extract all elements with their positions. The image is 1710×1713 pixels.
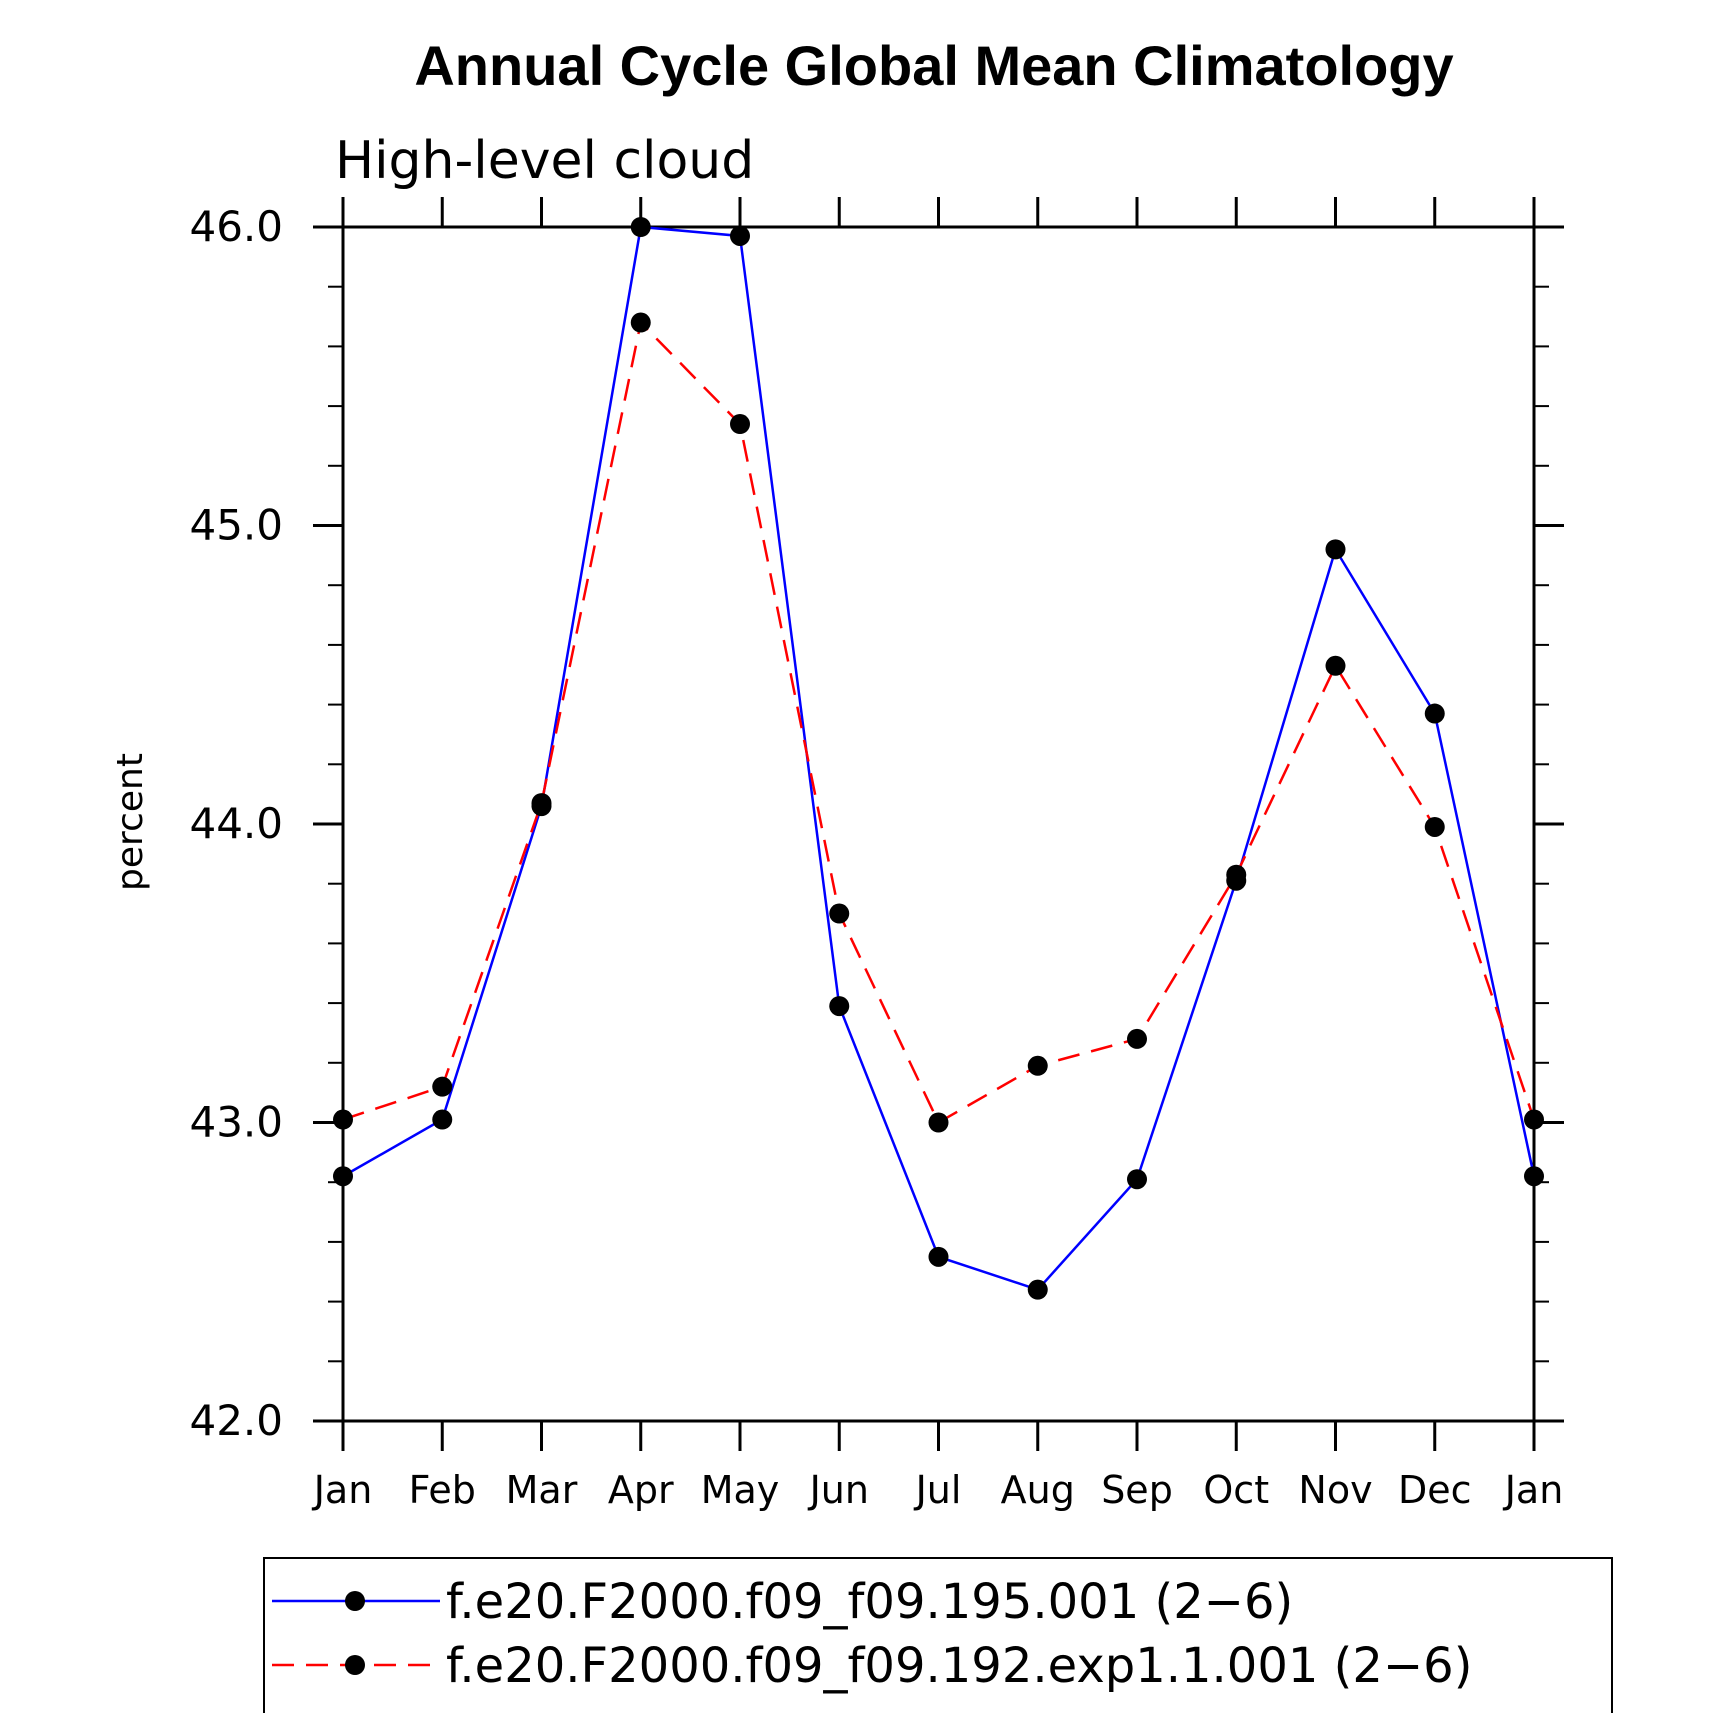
series-1-point	[1127, 1169, 1147, 1190]
series-2-point	[1424, 816, 1445, 837]
legend-label-1: f.e20.F2000.f09_f09.195.001 (2−6)	[446, 1574, 1293, 1630]
x-tick-label: Feb	[409, 1468, 476, 1512]
x-tick-label: Sep	[1101, 1468, 1173, 1512]
series-1-point	[1424, 703, 1445, 724]
series-2-point	[1524, 1109, 1544, 1130]
y-tick-label: 44.0	[189, 799, 283, 848]
series-2-point	[432, 1076, 453, 1097]
series-2-point	[1226, 864, 1247, 885]
series-1-point	[1027, 1279, 1048, 1300]
x-tick-labels: Jan Feb Mar Apr May Jun Jul Aug Sep Oct Nov Dec Jan	[312, 1468, 1564, 1512]
series-layer	[333, 217, 1544, 1300]
x-tick-label: Jul	[914, 1468, 962, 1512]
series-2-point	[928, 1112, 949, 1133]
y-tick-label: 46.0	[189, 202, 283, 251]
y-tick-label: 45.0	[189, 501, 283, 550]
series-2-point	[1127, 1028, 1147, 1049]
y-tick-labels: 42.0 43.0 44.0 45.0 46.0	[189, 202, 283, 1445]
legend: f.e20.F2000.f09_f09.195.001 (2−6) f.e20.F…	[263, 1557, 1613, 1713]
series-1-point	[829, 996, 850, 1017]
legend-marker-2	[345, 1655, 365, 1675]
series-2-point	[829, 903, 850, 924]
legend-marker-1	[345, 1591, 365, 1611]
legend-box	[263, 1557, 1613, 1713]
series-2-point	[730, 414, 750, 435]
x-tick-label: Jan	[312, 1468, 373, 1512]
axis-ticks	[313, 197, 1564, 1451]
x-tick-label: Jan	[1503, 1468, 1564, 1512]
y-axis-label: percent	[110, 753, 151, 891]
chart-subtitle: High-level cloud	[335, 131, 754, 191]
x-tick-label: Aug	[1001, 1468, 1075, 1512]
series-2-point	[1027, 1055, 1048, 1076]
x-tick-label: Apr	[608, 1468, 674, 1512]
series-1-point	[333, 1166, 353, 1187]
series-line-2	[342, 319, 1536, 1125]
series-1-point	[1524, 1166, 1544, 1187]
series-2-point	[1325, 655, 1346, 676]
x-tick-label: Dec	[1398, 1468, 1472, 1512]
chart-title: Annual Cycle Global Mean Climatology	[414, 34, 1453, 97]
y-tick-label: 42.0	[189, 1396, 283, 1445]
series-1-point	[1325, 539, 1346, 560]
legend-entries: f.e20.F2000.f09_f09.195.001 (2−6) f.e20.F…	[272, 1574, 1472, 1694]
x-tick-label: Oct	[1203, 1468, 1269, 1512]
plot-frame	[341, 225, 1536, 1423]
series-2-point	[531, 793, 552, 814]
x-tick-label: Mar	[506, 1468, 578, 1512]
y-tick-label: 43.0	[189, 1098, 283, 1147]
series-2-point	[333, 1109, 353, 1130]
series-1-point	[928, 1246, 949, 1267]
x-tick-label: Nov	[1298, 1468, 1372, 1512]
series-2-point	[630, 312, 651, 333]
series-1-point	[432, 1109, 453, 1130]
x-tick-label: Jun	[808, 1468, 869, 1512]
series-1-point	[730, 225, 750, 246]
legend-label-2: f.e20.F2000.f09_f09.192.exp1.1.001 (2−6)	[446, 1638, 1472, 1694]
series-1-point	[630, 217, 651, 237]
x-tick-label: May	[701, 1468, 780, 1512]
